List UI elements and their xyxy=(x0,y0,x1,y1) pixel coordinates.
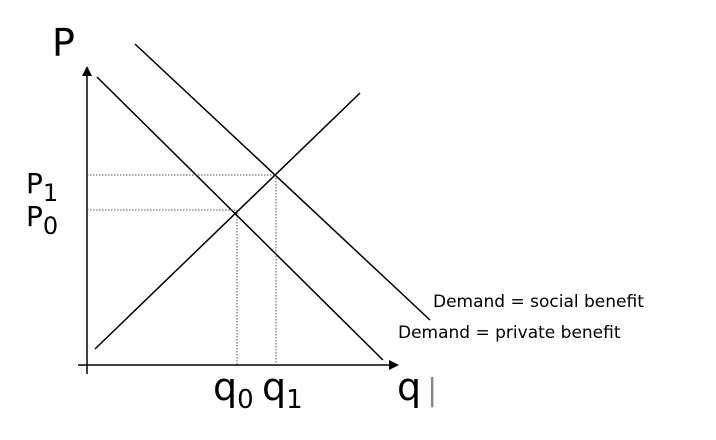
q0-label: q0 xyxy=(213,365,254,415)
y-axis-label: P xyxy=(52,21,75,65)
private-demand-curve xyxy=(96,76,384,361)
p1-label: P1 xyxy=(26,167,58,207)
x-axis-label: q | xyxy=(397,365,437,409)
x-axis-label-cursor: | xyxy=(427,373,437,408)
social-demand-curve xyxy=(134,43,431,321)
p0-label: P0 xyxy=(26,200,58,240)
supply-curve xyxy=(94,92,361,350)
social-demand-label: Demand = social benefit xyxy=(433,292,644,312)
private-demand-label: Demand = private benefit xyxy=(398,323,621,343)
q1-label: q1 xyxy=(262,365,303,415)
